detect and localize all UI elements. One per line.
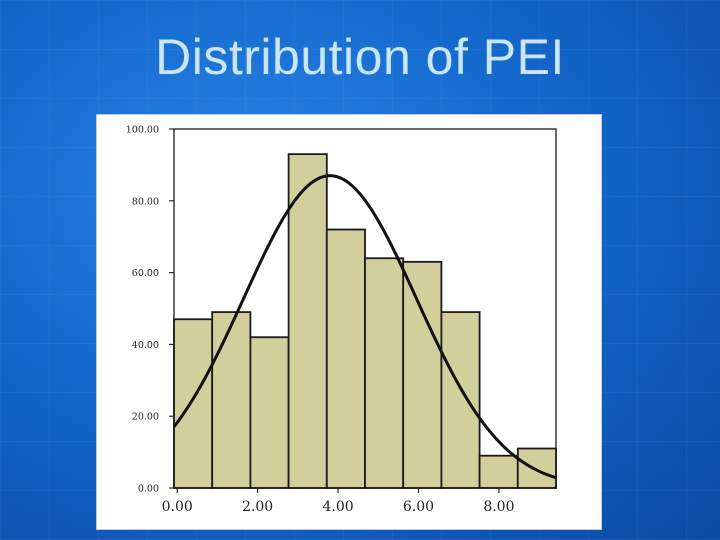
x-axis: 0.00 2.00 4.00 6.00 8.00 [162,488,514,515]
x-tick-label-3: 6.00 [403,499,434,515]
bars-layer [173,153,557,489]
y-tick-label-0: 100.00 [126,125,159,136]
histogram-bar-5 [364,257,405,489]
histogram-bar-2 [249,336,290,489]
normal-curve [172,174,557,480]
x-tick-label-1: 2.00 [242,499,273,515]
histogram-bar-0 [173,318,214,489]
histogram-bar-1 [211,311,252,489]
histogram-bar-9 [516,447,557,489]
histogram-chart: 100.00 80.00 60.00 40.00 20.00 0.00 0.00 2.00 4… [96,114,602,530]
histogram-bar-6 [402,260,443,489]
histogram-bar-3 [287,153,328,489]
slide-title: Distribution of PEI [155,29,565,85]
y-tick-label-4: 20.00 [132,412,159,423]
x-tick-label-4: 8.00 [483,499,514,515]
y-tick-label-5: 0.00 [138,484,159,495]
y-tick-label-1: 80.00 [132,196,159,207]
histogram-bar-8 [478,454,519,489]
x-tick-label-0: 0.00 [162,499,193,515]
y-tick-label-3: 40.00 [132,340,159,351]
y-tick-label-2: 60.00 [132,268,159,279]
y-axis: 100.00 80.00 60.00 40.00 20.00 0.00 [126,125,174,495]
histogram-bar-4 [325,228,366,489]
histogram-svg: 100.00 80.00 60.00 40.00 20.00 0.00 0.00 2.00 4… [126,125,557,515]
x-tick-label-2: 4.00 [322,499,353,515]
histogram-bar-7 [440,311,481,489]
plot-frame [173,128,557,489]
